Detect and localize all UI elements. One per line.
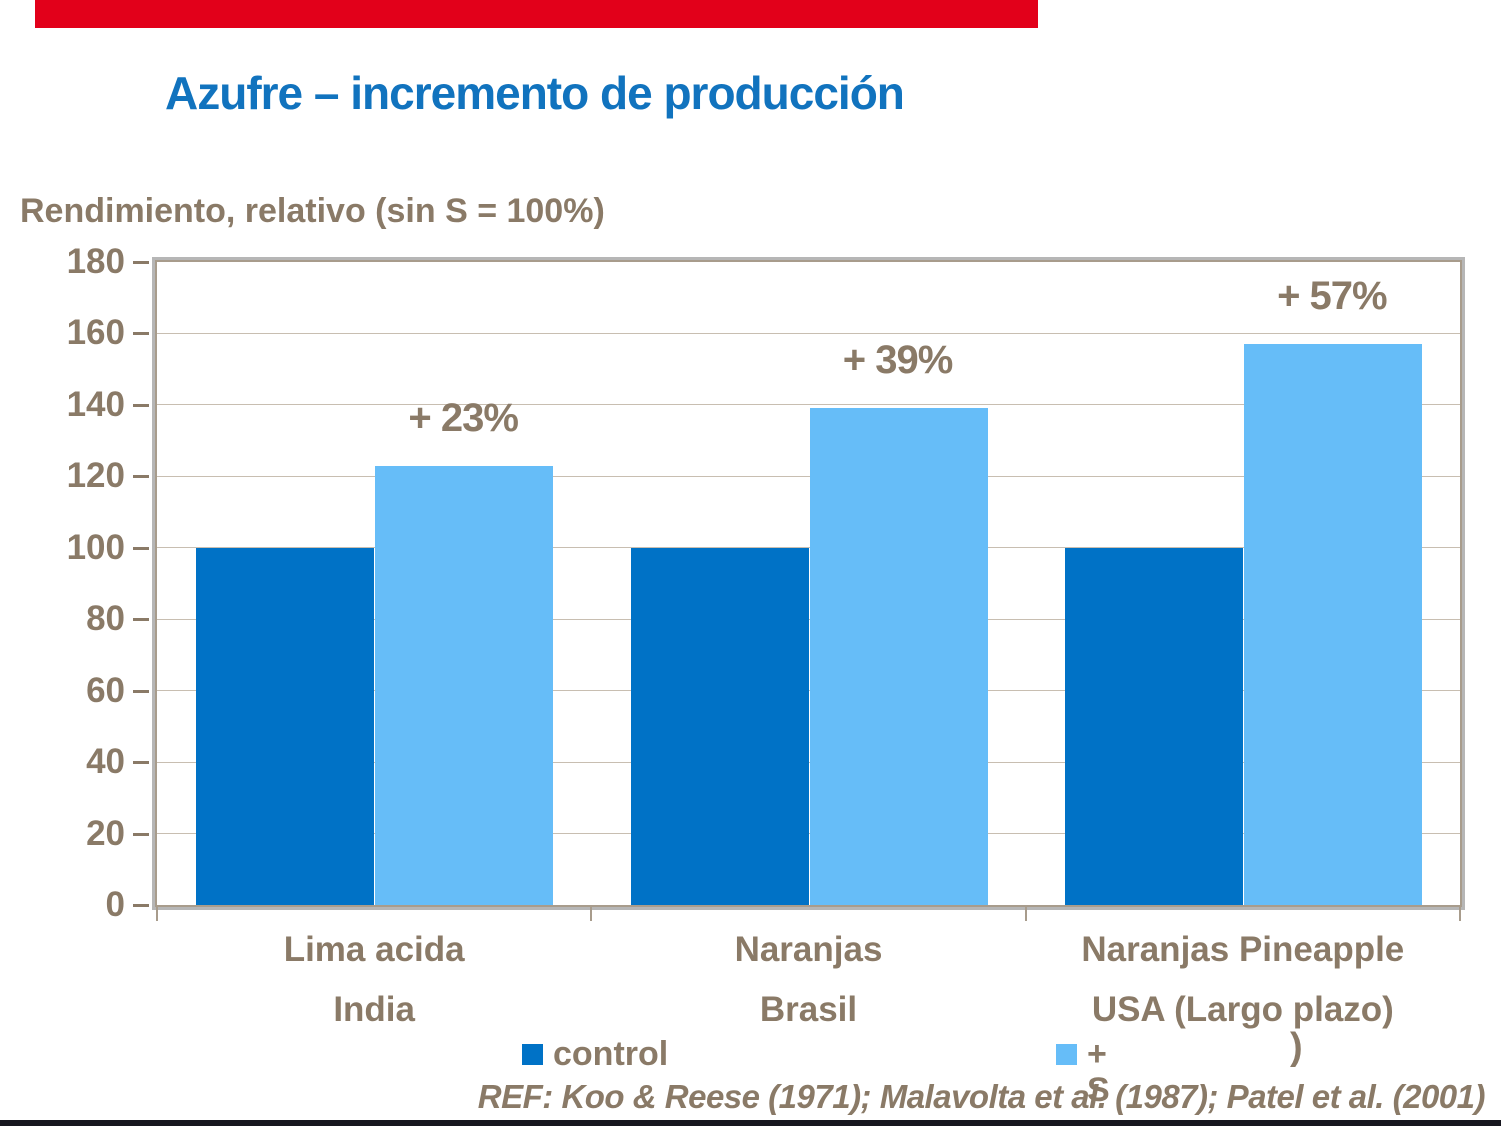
legend-control-label: control	[553, 1035, 669, 1073]
y-tick-label-160: 160	[66, 313, 125, 353]
y-tick-40	[133, 761, 149, 765]
y-tick-label-40: 40	[86, 742, 125, 782]
category-label-line2: India	[333, 990, 415, 1029]
y-tick-0	[133, 904, 149, 907]
legend-stray-paren: )	[1290, 1026, 1303, 1068]
category-label-line1: Lima acida	[283, 930, 465, 969]
gridline-80	[157, 618, 1460, 620]
x-tick-1	[590, 907, 593, 921]
y-tick-100	[133, 546, 149, 550]
chart-plot-area: 0 20 40 60 80 100 120 140 160 180 + 23% + 39% + 57%	[67, 243, 1462, 924]
gridline-140	[157, 404, 1460, 406]
category-label-3: Naranjas Pineapple USA (Largo plazo)	[1023, 920, 1463, 1040]
category-label-1: Lima acida India	[154, 920, 594, 1040]
gridline-120	[157, 475, 1460, 477]
y-tick-160	[133, 332, 149, 336]
bar-control-2	[630, 547, 809, 905]
slide-title: Azufre – incremento de producción	[165, 67, 905, 119]
y-tick-140	[133, 403, 149, 407]
legend-s-swatch	[1056, 1044, 1077, 1065]
category-label-line2: USA (Largo plazo)	[1091, 990, 1394, 1029]
category-label-line2: Brasil	[759, 990, 858, 1029]
bar-control-1	[196, 547, 375, 905]
y-tick-label-180: 180	[66, 242, 125, 281]
category-label-line1: Naranjas	[734, 930, 883, 969]
y-axis-title: Rendimiento, relativo (sin S = 100%)	[20, 192, 605, 230]
bar-plus-s-2	[809, 408, 988, 905]
gridline-100	[157, 547, 1460, 549]
bar-control-3	[1064, 547, 1243, 905]
top-red-bar	[35, 0, 1038, 28]
y-tick-180	[133, 261, 149, 264]
legend-control-swatch	[522, 1044, 543, 1065]
x-tick-2	[1024, 907, 1027, 921]
gridline-40	[157, 761, 1460, 763]
y-tick-label-100: 100	[66, 527, 125, 567]
y-tick-60	[133, 689, 149, 693]
x-tick-end	[1459, 907, 1461, 921]
legend-s-label: + S	[1087, 1035, 1110, 1109]
x-tick-0	[156, 907, 158, 921]
reference-text: REF: Koo & Reese (1971); Malavolta et al…	[477, 1078, 1486, 1115]
y-tick-label-120: 120	[66, 456, 125, 496]
bar-annotation-2: + 39%	[842, 338, 954, 383]
y-tick-20	[133, 832, 149, 836]
bar-plus-s-3	[1243, 344, 1422, 905]
y-tick-label-0: 0	[105, 885, 125, 924]
bottom-dark-bar	[0, 1120, 1501, 1126]
bar-annotation-1: + 23%	[408, 395, 519, 440]
y-tick-120	[133, 475, 149, 479]
category-label-2: Naranjas Brasil	[589, 920, 1029, 1040]
y-tick-label-140: 140	[66, 384, 125, 424]
y-tick-label-60: 60	[86, 670, 125, 710]
y-tick-label-20: 20	[86, 813, 125, 853]
chart-frame: 0 20 40 60 80 100 120 140 160 180 + 23% + 39% + 57%	[67, 243, 1465, 924]
gridline-160	[157, 332, 1460, 334]
bar-annotation-3: + 57%	[1277, 274, 1388, 319]
y-tick-label-80: 80	[86, 599, 125, 639]
bar-plus-s-1	[375, 465, 554, 905]
y-tick-80	[133, 618, 149, 622]
gridline-60	[157, 690, 1460, 692]
gridline-20	[157, 833, 1460, 835]
category-label-line1: Naranjas Pineapple	[1081, 930, 1405, 969]
